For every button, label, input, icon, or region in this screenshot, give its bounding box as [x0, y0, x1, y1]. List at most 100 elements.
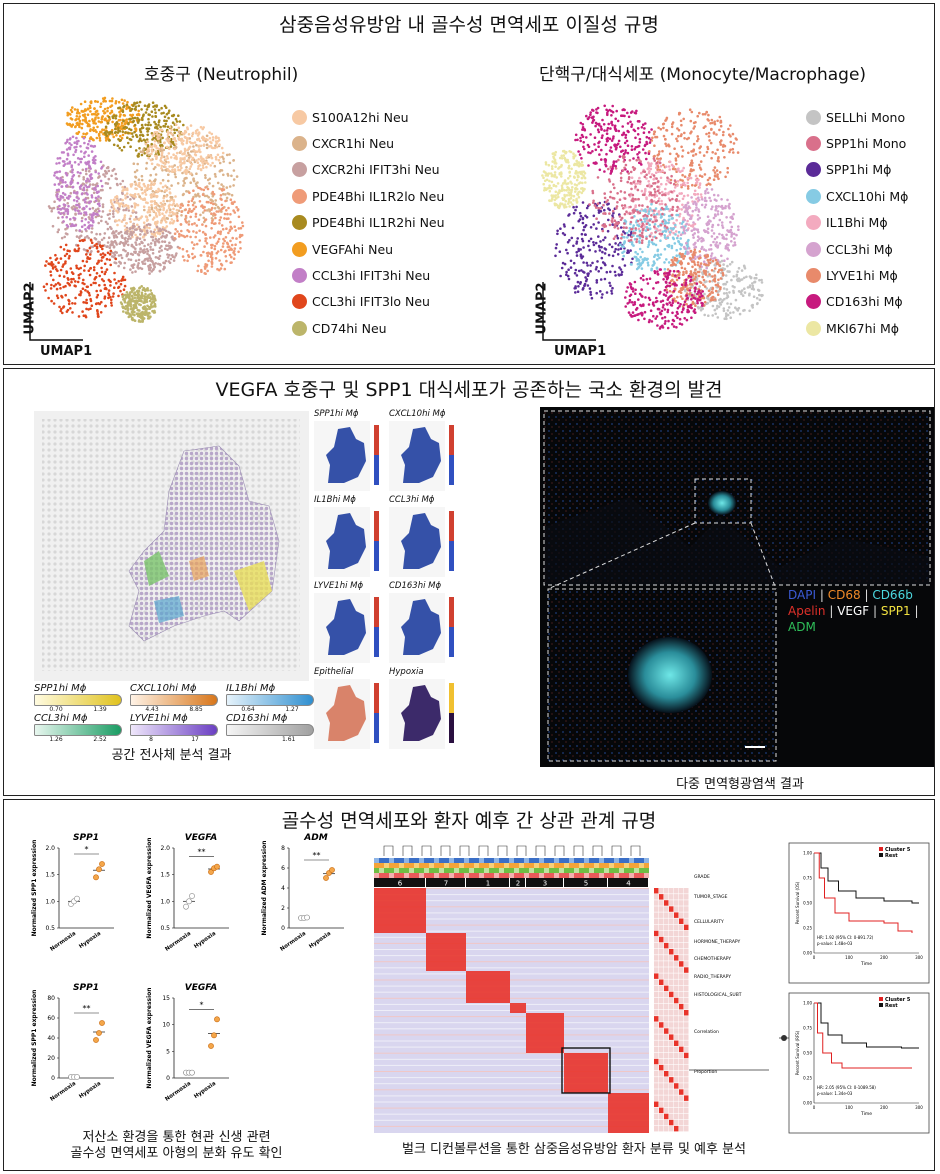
y-tick-label: 60: [47, 1015, 55, 1022]
km-x-label: Time: [860, 1111, 872, 1117]
colorbar-gradient: [130, 694, 218, 706]
annotation-cell: [644, 858, 649, 863]
dot-plot-title: SPP1: [73, 833, 99, 843]
annotation-cell: [474, 863, 479, 868]
annotation-cell: [564, 873, 569, 878]
annotation-cell: [444, 868, 449, 873]
neutrophil-legend: S100A12hi Neu CXCR1hi Neu CXCR2hi IFIT3hi …: [292, 104, 445, 342]
colorbar-cxcl10hi-m: CXCL10hi Mϕ 4.43 8.85: [130, 683, 218, 713]
spatial-map-image: [314, 421, 379, 491]
x-category-label: Normoxia: [279, 931, 307, 953]
colorbar-gradient: [34, 724, 122, 736]
neutrophil-swatch: [292, 268, 307, 284]
annotation-cell: [604, 863, 609, 868]
annotation-cell: [469, 868, 474, 873]
colorbar-ccl3hi-m: CCL3hi Mϕ 1.26 2.52: [34, 713, 122, 743]
annotation-cell: [509, 873, 514, 878]
annotation-cell: [414, 873, 419, 878]
colorbar-label: CCL3hi Mϕ: [34, 713, 88, 724]
annotation-cell: [519, 863, 524, 868]
annotation-cell: [499, 868, 504, 873]
data-point: [74, 1074, 80, 1080]
colorbar-max: 8.85: [189, 706, 203, 713]
annotation-cell: [474, 858, 479, 863]
annotation-cell: [619, 873, 624, 878]
macrophage-subtitle: 단핵구/대식세포 (Monocyte/Macrophage): [539, 65, 867, 85]
neutrophil-swatch: [292, 320, 307, 336]
annotation-cell: [499, 873, 504, 878]
spatial-map-title: IL1Bhi Mϕ: [314, 495, 356, 505]
annotation-cell: [379, 863, 384, 868]
y-tick-label: 5: [166, 1048, 170, 1055]
km-legend-label: Cluster 5: [885, 997, 911, 1003]
macrophage-legend-label: CXCL10hi Mϕ: [826, 188, 909, 204]
annotation-cell: [489, 858, 494, 863]
macrophage-legend-item: CCL3hi Mϕ: [806, 236, 908, 262]
neutrophil-swatch: [292, 215, 307, 231]
km-y-tick: 0.00: [803, 1101, 812, 1106]
annotation-cell: [449, 873, 454, 878]
colorbar-min: 1.26: [49, 736, 63, 743]
data-point: [93, 874, 99, 881]
colorbar-max: 2.52: [93, 736, 107, 743]
annotation-cell: [644, 863, 649, 868]
annotation-cell: [574, 858, 579, 863]
annotation-cell: [379, 868, 384, 873]
annotation-cell: [539, 873, 544, 878]
annotation-cell: [414, 868, 419, 873]
annotation-cell: [449, 863, 454, 868]
km-y-tick: 0.00: [803, 951, 812, 956]
annotation-cell: [524, 868, 529, 873]
x-category-label: Hypoxia: [193, 1081, 217, 1100]
annotation-cell: [409, 868, 414, 873]
annotation-cell: [454, 863, 459, 868]
neutrophil-legend-item: VEGFAhi Neu: [292, 236, 445, 262]
km-curve-rest: [814, 1002, 919, 1049]
annotation-cell: [494, 868, 499, 873]
cluster-label: 3: [543, 880, 547, 888]
annotation-cell: [559, 868, 564, 873]
spatial-map-image: [314, 507, 379, 577]
km-x-label: Time: [860, 961, 872, 967]
annotation-cell: [434, 868, 439, 873]
annotation-cell: [464, 868, 469, 873]
annotation-cell: [394, 868, 399, 873]
annotation-cell: [599, 863, 604, 868]
annotation-cell: [554, 858, 559, 863]
annotation-cell: [529, 858, 534, 863]
y-tick-label: 0: [281, 925, 285, 932]
annotation-cell: [639, 863, 644, 868]
annotation-cell: [399, 858, 404, 863]
annotation-cell: [539, 863, 544, 868]
y-tick-label: 0: [166, 1075, 170, 1082]
km-plot: 0.00 0.25 0.50 0.75 1.00 0 100 200 300 Time Percen…: [788, 842, 930, 984]
annotation-cell: [489, 873, 494, 878]
annotation-cell: [484, 868, 489, 873]
colorbar-cd163hi-m: CD163hi Mϕ 1.61: [226, 713, 314, 743]
annotation-cell: [589, 863, 594, 868]
annotation-cell: [474, 868, 479, 873]
caption-hypoxia: 저산소 환경을 통한 현관 신생 관련 골수성 면역세포 아형의 분화 유도 확…: [4, 1130, 349, 1162]
annotation-cell: [559, 863, 564, 868]
data-point: [189, 893, 195, 899]
macrophage-umap: [541, 104, 764, 330]
annotation-cell: [419, 868, 424, 873]
dot-plot-title: VEGFA: [185, 833, 217, 843]
neutrophil-legend-item: CCL3hi IFIT3hi Neu: [292, 262, 445, 288]
annotation-cell: [434, 873, 439, 878]
vegf-label: VEGF: [837, 604, 870, 618]
annotation-cell: [489, 868, 494, 873]
macrophage-legend-item: SELLhi Mono: [806, 104, 908, 130]
km-pvalue: p-value: 1.34e-03: [817, 1091, 853, 1096]
spatial-map-ccl3hi-m: CCL3hi Mϕ: [389, 495, 461, 579]
spatial-map-title: CCL3hi Mϕ: [389, 495, 435, 505]
annotation-cell: [404, 858, 409, 863]
spatial-map-title: CXCL10hi Mϕ: [389, 409, 446, 419]
annotation-cell: [404, 873, 409, 878]
y-tick-label: 40: [47, 1035, 55, 1042]
annotation-cell: [479, 873, 484, 878]
dot-plot-adm: ADM 0 2 4 6 8 Normalized ADM expression ** Normo…: [261, 833, 344, 953]
annotation-cell: [414, 863, 419, 868]
km-x-tick: 300: [915, 1105, 923, 1110]
y-axis-label: Normalized SPP1 expression: [31, 840, 38, 937]
